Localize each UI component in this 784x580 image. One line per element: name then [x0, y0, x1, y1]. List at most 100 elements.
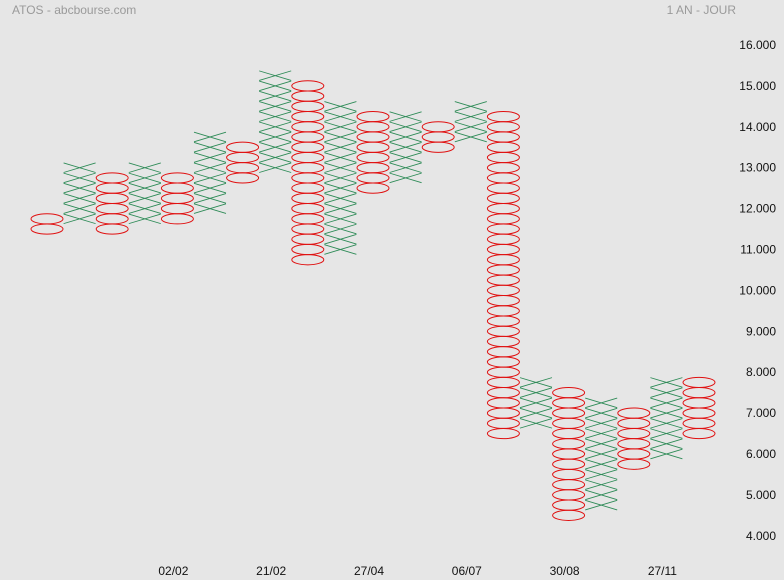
x-mark — [63, 213, 96, 225]
x-mark — [324, 193, 357, 204]
x-mark — [63, 162, 96, 173]
x-mark — [128, 162, 161, 173]
y-axis: 16.000 15.000 14.000 13.000 12.000 11.000 10.0… — [739, 38, 776, 543]
x-mark — [193, 172, 227, 184]
x-mark — [193, 131, 227, 143]
o-mark — [617, 438, 651, 450]
x-mark — [128, 172, 161, 184]
o-mark — [486, 243, 520, 256]
o-mark — [356, 162, 390, 174]
o-mark — [486, 254, 520, 266]
x-mark — [324, 152, 357, 163]
o-mark — [95, 182, 129, 194]
x-mark — [585, 499, 618, 511]
o-mark — [291, 233, 325, 245]
o-mark — [291, 121, 325, 133]
o-mark — [552, 468, 586, 481]
x-tick-label: 27/04 — [354, 564, 384, 578]
o-mark — [617, 407, 651, 419]
x-mark — [259, 90, 292, 102]
o-mark — [160, 192, 194, 204]
x-mark — [259, 121, 292, 133]
o-mark — [486, 182, 520, 194]
x-mark — [324, 172, 357, 184]
o-mark — [486, 284, 520, 296]
o-mark — [486, 376, 520, 389]
o-mark — [30, 223, 64, 235]
x-mark — [259, 70, 292, 81]
x-mark — [519, 418, 553, 429]
o-mark — [486, 295, 520, 307]
x-mark — [585, 397, 618, 409]
x-mark — [585, 489, 618, 501]
o-mark — [617, 458, 651, 470]
o-mark — [552, 448, 586, 460]
x-mark — [585, 418, 618, 429]
x-mark — [193, 203, 227, 214]
o-mark — [30, 213, 64, 225]
x-mark — [324, 234, 357, 245]
o-mark — [160, 213, 194, 225]
o-mark — [95, 192, 129, 204]
o-mark — [356, 151, 390, 164]
y-tick-label: 13.000 — [739, 161, 776, 175]
o-mark — [291, 80, 325, 92]
x-mark — [389, 121, 422, 133]
o-mark — [486, 131, 520, 143]
x-mark — [519, 407, 553, 419]
o-mark — [486, 417, 520, 429]
o-mark — [617, 427, 651, 440]
y-tick-label: 9.000 — [746, 324, 776, 338]
y-tick-label: 14.000 — [739, 120, 776, 134]
x-mark — [650, 448, 683, 460]
x-mark — [650, 438, 683, 450]
x-mark — [324, 203, 357, 214]
x-mark — [650, 397, 683, 409]
x-mark — [193, 162, 227, 173]
x-mark — [389, 172, 422, 184]
y-tick-label: 5.000 — [746, 488, 776, 502]
y-tick-label: 8.000 — [746, 365, 776, 379]
x-mark — [63, 203, 96, 214]
o-mark — [291, 172, 325, 184]
o-mark — [95, 223, 129, 235]
x-mark — [128, 193, 161, 204]
o-mark — [552, 479, 586, 491]
x-mark — [389, 142, 422, 153]
o-mark — [356, 110, 390, 123]
x-mark — [324, 162, 357, 173]
o-mark — [552, 499, 586, 511]
x-mark — [650, 377, 683, 388]
x-mark — [193, 142, 227, 153]
o-mark — [486, 315, 520, 327]
o-mark — [95, 203, 129, 215]
x-tick-label: 30/08 — [550, 564, 580, 578]
o-mark — [226, 162, 260, 174]
o-mark — [356, 172, 390, 184]
x-tick-label: 06/07 — [452, 564, 482, 578]
x-mark — [259, 162, 292, 173]
o-mark — [421, 121, 455, 133]
x-mark — [63, 172, 96, 184]
o-mark — [486, 151, 520, 164]
x-mark — [585, 448, 618, 460]
x-mark — [650, 387, 683, 398]
x-mark — [585, 407, 618, 419]
x-mark — [324, 223, 357, 235]
x-mark — [650, 407, 683, 419]
y-tick-label: 6.000 — [746, 447, 776, 461]
x-mark — [389, 152, 422, 163]
o-mark — [160, 172, 194, 184]
x-mark — [193, 193, 227, 204]
o-mark — [486, 233, 520, 245]
y-tick-label: 11.000 — [740, 243, 776, 257]
y-tick-label: 12.000 — [739, 202, 776, 216]
x-tick-label: 27/11 — [648, 564, 677, 578]
x-mark — [259, 101, 292, 112]
x-tick-label: 21/02 — [256, 564, 286, 578]
o-mark — [291, 243, 325, 256]
o-mark — [291, 141, 325, 153]
x-mark — [454, 121, 487, 133]
x-mark — [454, 111, 487, 122]
